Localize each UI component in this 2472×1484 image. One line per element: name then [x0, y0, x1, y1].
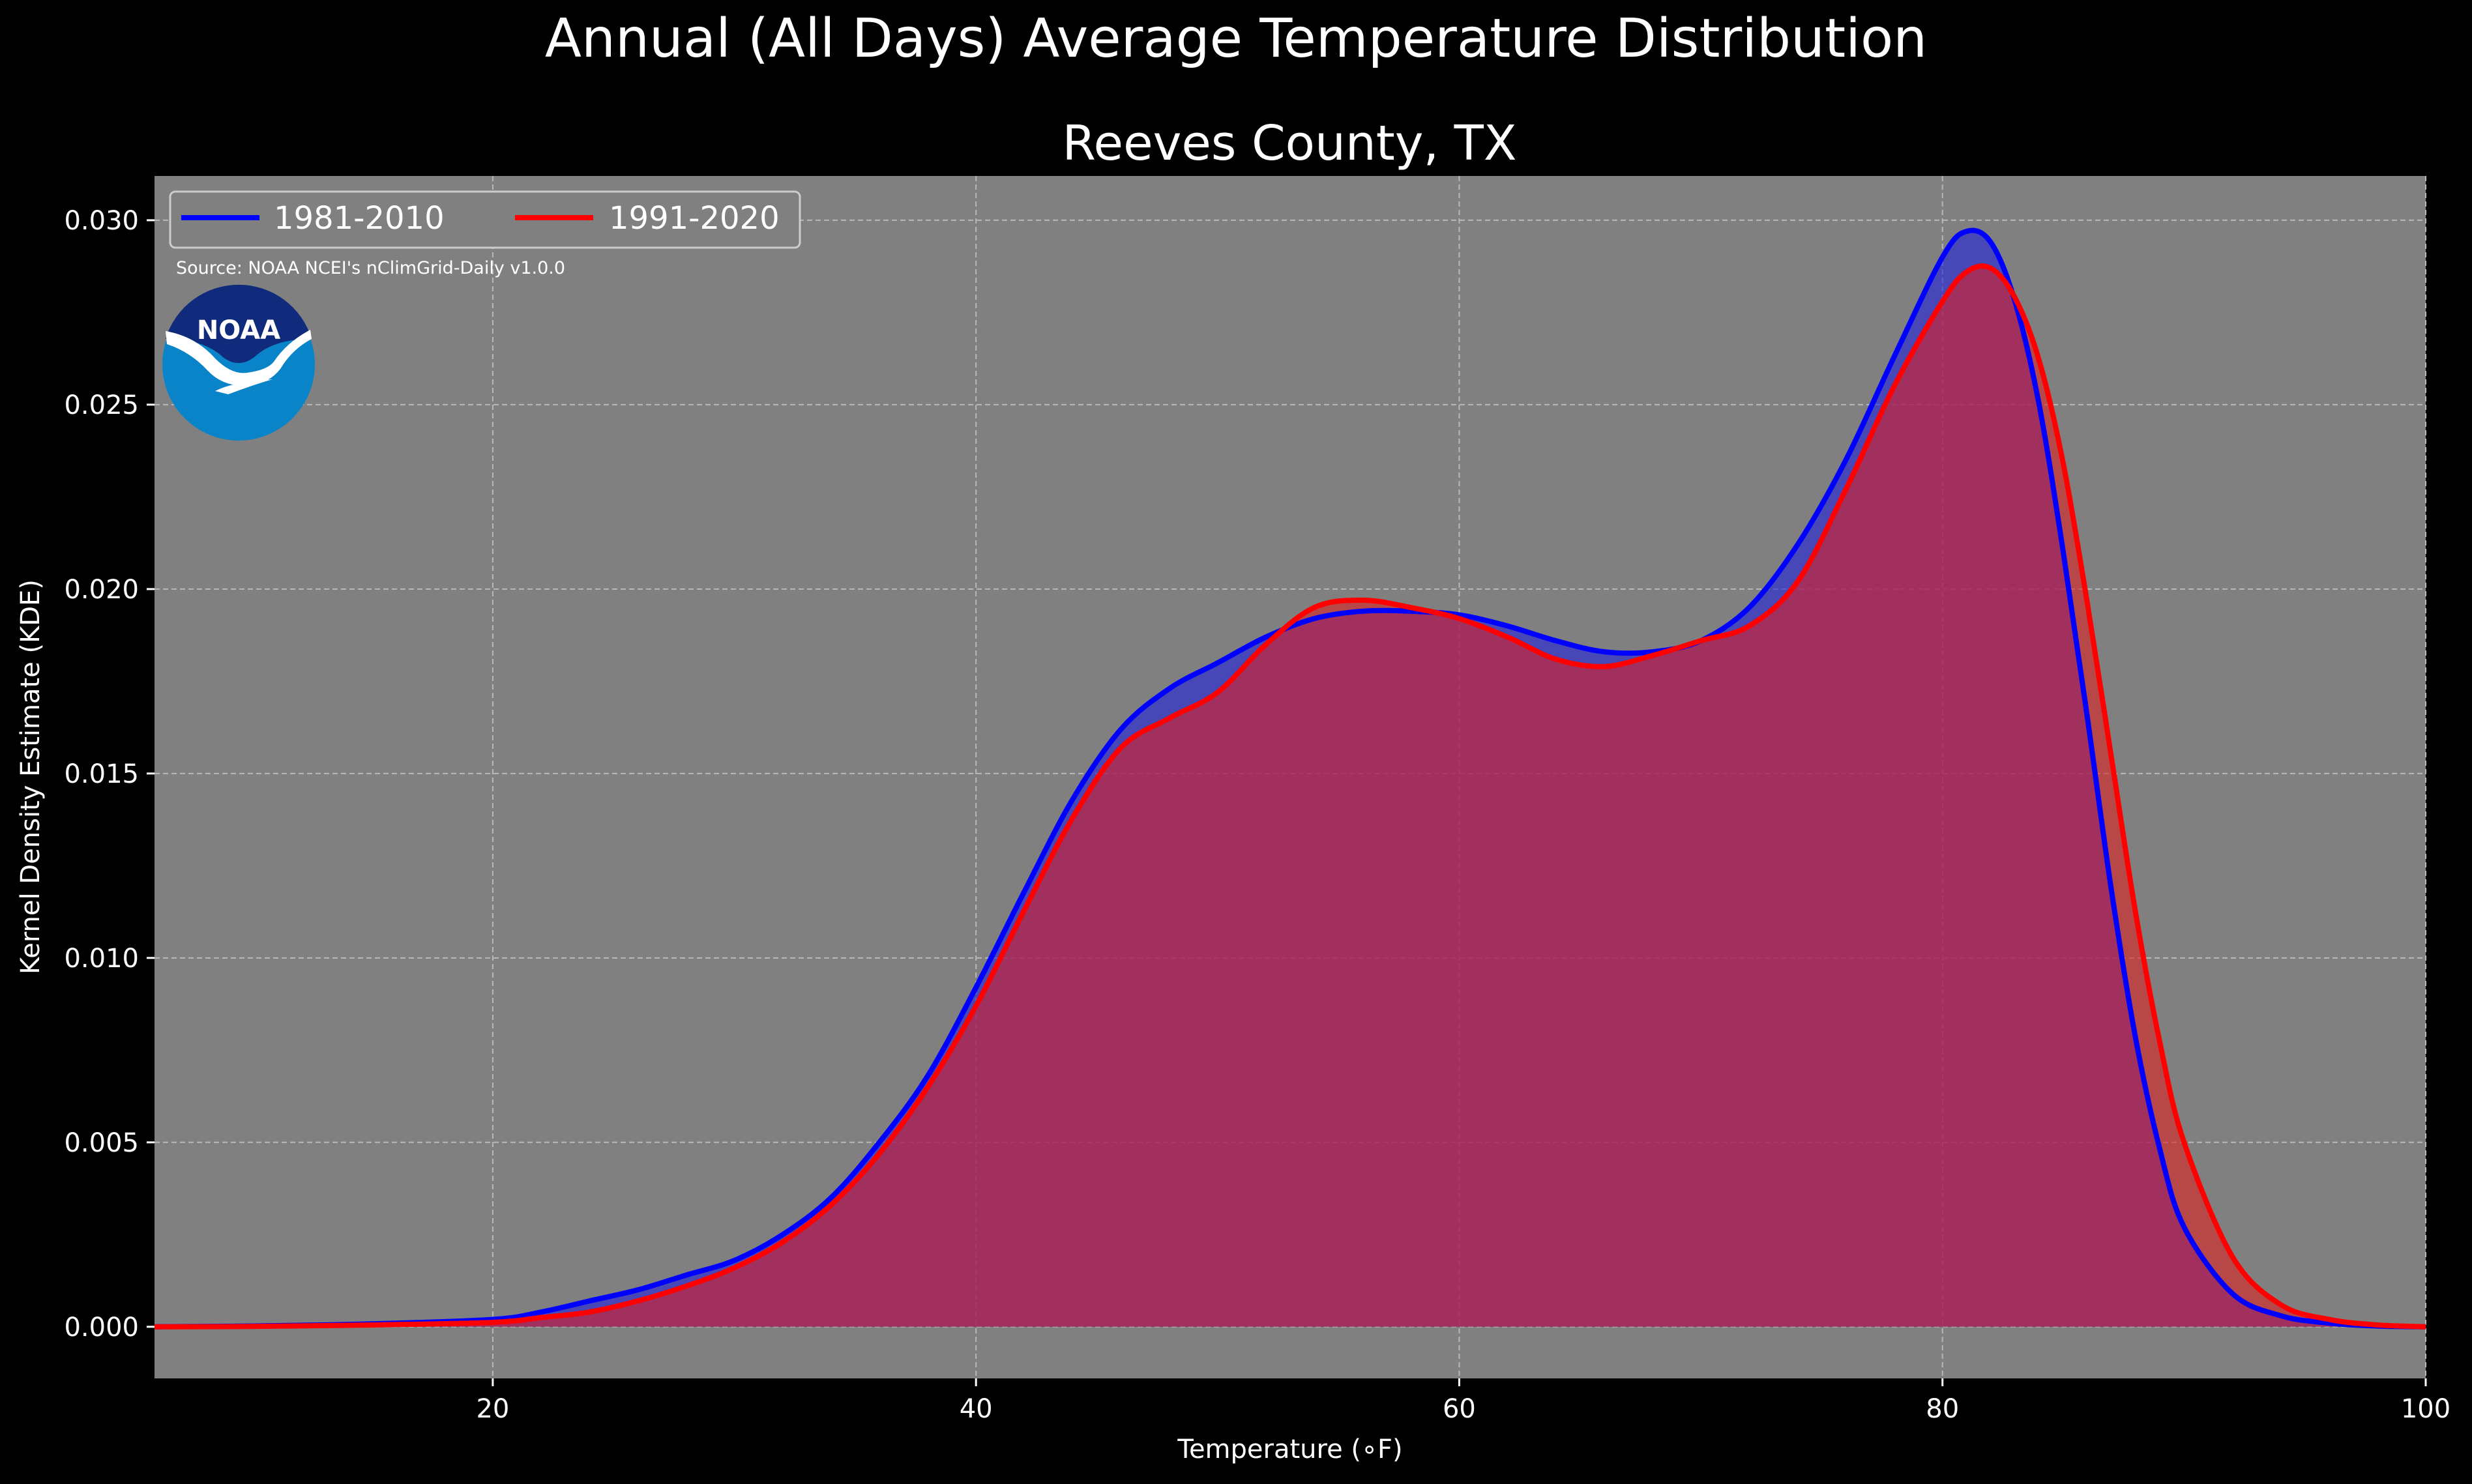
x-tick-label: 40 [960, 1394, 993, 1424]
noaa-logo: NOAA [162, 284, 315, 441]
area-fill-1991-2020 [154, 266, 2426, 1327]
legend-label-1981-2010: 1981-2010 [274, 200, 445, 237]
legend-label-1991-2020: 1991-2020 [609, 200, 780, 237]
legend-frame [169, 190, 801, 249]
y-tick-label: 0.005 [64, 1128, 139, 1158]
noaa-logo-text: NOAA [197, 315, 280, 345]
y-tick-label: 0.030 [64, 206, 139, 236]
source-annotation: Source: NOAA NCEI's nClimGrid-Daily v1.0… [176, 258, 565, 278]
y-tick-label: 0.025 [64, 390, 139, 420]
y-tick-label: 0.015 [64, 759, 139, 789]
x-tick-label: 20 [476, 1394, 509, 1424]
axes: 20 40 60 80 100 0.000 0.005 0.010 0.015 0.020 0.02… [64, 206, 2450, 1424]
x-tick-label: 100 [2401, 1394, 2450, 1424]
y-tick-label: 0.010 [64, 944, 139, 974]
y-tick-label: 0.020 [64, 575, 139, 605]
series-line-1981-2010 [154, 227, 2426, 1330]
x-axis-label: Temperature (∘F) [1177, 1434, 1402, 1464]
x-tick-label: 80 [1926, 1394, 1959, 1424]
chart-title: Reeves County, TX [1062, 115, 1516, 171]
x-tick-label: 60 [1443, 1394, 1476, 1424]
series-line-1991-2020 [154, 263, 2426, 1330]
y-tick-label: 0.000 [64, 1313, 139, 1343]
y-axis-label: Kernel Density Estimate (KDE) [16, 579, 46, 974]
legend: 1981-2010 1991-2020 [169, 190, 801, 249]
figure-suptitle: Annual (All Days) Average Temperature Di… [544, 8, 1928, 70]
series-layer [154, 227, 2426, 1330]
